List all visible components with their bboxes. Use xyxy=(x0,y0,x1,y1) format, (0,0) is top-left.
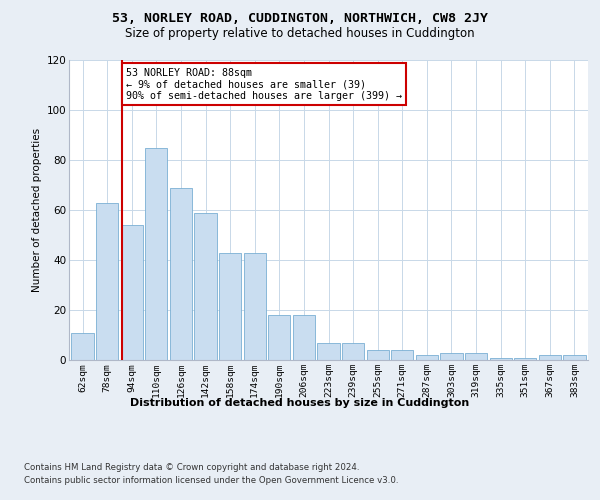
Bar xyxy=(219,252,241,360)
Text: Contains public sector information licensed under the Open Government Licence v3: Contains public sector information licen… xyxy=(24,476,398,485)
Bar xyxy=(194,212,217,360)
Text: 53 NORLEY ROAD: 88sqm
← 9% of detached houses are smaller (39)
90% of semi-detac: 53 NORLEY ROAD: 88sqm ← 9% of detached h… xyxy=(126,68,402,100)
Y-axis label: Number of detached properties: Number of detached properties xyxy=(32,128,43,292)
Bar xyxy=(416,355,438,360)
Bar xyxy=(293,315,315,360)
Bar xyxy=(539,355,561,360)
Bar xyxy=(514,358,536,360)
Bar xyxy=(71,332,94,360)
Bar xyxy=(244,252,266,360)
Text: Size of property relative to detached houses in Cuddington: Size of property relative to detached ho… xyxy=(125,28,475,40)
Bar xyxy=(342,342,364,360)
Bar xyxy=(145,148,167,360)
Bar xyxy=(440,352,463,360)
Bar xyxy=(317,342,340,360)
Text: Distribution of detached houses by size in Cuddington: Distribution of detached houses by size … xyxy=(130,398,470,407)
Bar xyxy=(268,315,290,360)
Text: Contains HM Land Registry data © Crown copyright and database right 2024.: Contains HM Land Registry data © Crown c… xyxy=(24,462,359,471)
Bar xyxy=(465,352,487,360)
Bar xyxy=(490,358,512,360)
Text: 53, NORLEY ROAD, CUDDINGTON, NORTHWICH, CW8 2JY: 53, NORLEY ROAD, CUDDINGTON, NORTHWICH, … xyxy=(112,12,488,26)
Bar xyxy=(170,188,192,360)
Bar xyxy=(121,225,143,360)
Bar xyxy=(96,202,118,360)
Bar xyxy=(391,350,413,360)
Bar xyxy=(563,355,586,360)
Bar xyxy=(367,350,389,360)
